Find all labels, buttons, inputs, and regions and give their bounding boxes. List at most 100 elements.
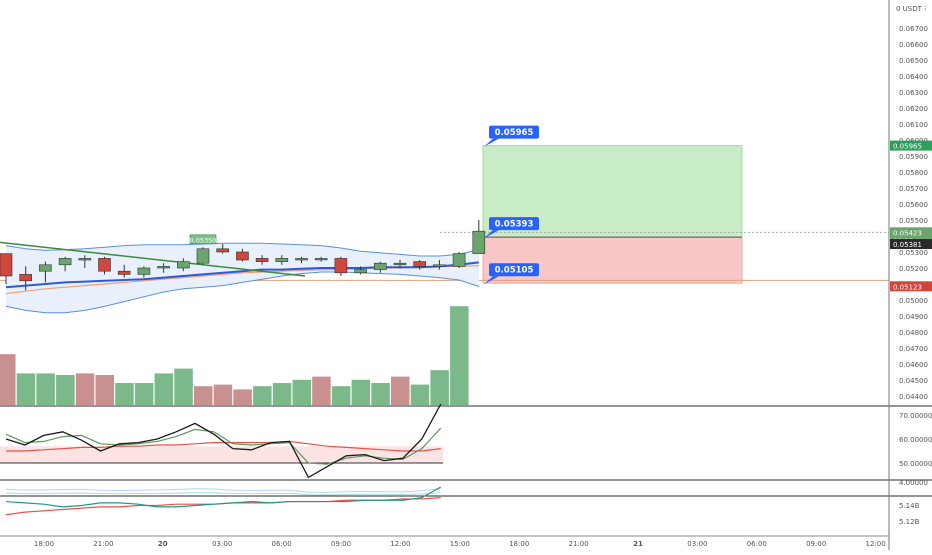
volume-pane bbox=[0, 306, 469, 405]
candle[interactable] bbox=[334, 258, 348, 274]
candle[interactable] bbox=[78, 258, 92, 261]
price-tick-label: 0.05800 bbox=[899, 169, 928, 177]
price-tick-label: 0.04900 bbox=[899, 313, 928, 321]
trendline[interactable] bbox=[0, 241, 306, 277]
volume-bar bbox=[312, 376, 331, 405]
candle[interactable] bbox=[117, 270, 131, 275]
volume-bar bbox=[233, 389, 252, 405]
candle[interactable] bbox=[157, 266, 170, 269]
callout-entry[interactable]: 0.05393 bbox=[495, 220, 534, 230]
time-tick-label: 06:00 bbox=[272, 540, 292, 548]
candle[interactable] bbox=[452, 253, 466, 267]
candle[interactable] bbox=[19, 274, 33, 282]
oscillator-pane[interactable] bbox=[5, 486, 441, 516]
current-price-badge-2-bg bbox=[890, 239, 932, 250]
candle[interactable] bbox=[275, 258, 289, 262]
candle[interactable] bbox=[98, 258, 111, 272]
bollinger-tag-box bbox=[189, 234, 217, 245]
price-tick-label: 0.05700 bbox=[899, 185, 928, 193]
volume-bar bbox=[154, 373, 174, 405]
price-tick-label: 0.06500 bbox=[899, 57, 928, 65]
candle[interactable] bbox=[373, 262, 387, 270]
candle[interactable] bbox=[137, 267, 151, 275]
price-axis[interactable]: 0 USDT ⁝ 0.06700 0.06600 0.06500 0.06400 0.06… bbox=[888, 0, 932, 550]
candle[interactable] bbox=[0, 253, 13, 277]
callout-target-box[interactable] bbox=[489, 125, 539, 139]
current-price-badge-2: 0.05381 bbox=[893, 241, 922, 249]
price-tick-label: 0.05500 bbox=[899, 217, 928, 225]
volume-bar bbox=[272, 383, 292, 405]
candle[interactable] bbox=[216, 248, 229, 253]
time-tick-label: 09:00 bbox=[806, 540, 826, 548]
candle[interactable] bbox=[433, 264, 446, 267]
oscillator-thin-b bbox=[5, 492, 441, 496]
oscillator-tick-label: 4.00000 bbox=[899, 479, 928, 487]
candle[interactable] bbox=[413, 261, 427, 267]
rsi-tick-label: 50.00000 bbox=[899, 460, 932, 468]
callout-stop[interactable]: 0.05105 bbox=[495, 266, 534, 276]
volume-axis-tick-label: 5.14B bbox=[899, 502, 920, 510]
target-price-badge: 0.05965 bbox=[893, 143, 922, 151]
callout-target-pointer bbox=[484, 138, 499, 147]
callout-stop-box[interactable] bbox=[489, 263, 539, 277]
volume-bar bbox=[36, 373, 55, 405]
candle[interactable] bbox=[255, 258, 269, 262]
price-tick-label: 0.06100 bbox=[899, 121, 928, 129]
price-tick-label: 0.04400 bbox=[899, 393, 928, 401]
time-tick-label: 21:00 bbox=[93, 540, 113, 548]
volume-bar bbox=[75, 373, 95, 405]
volume-bar bbox=[430, 370, 449, 405]
oscillator-teal bbox=[5, 486, 441, 508]
bollinger-fill bbox=[6, 243, 479, 313]
current-price-badge: 0.05423 bbox=[893, 229, 922, 237]
volume-bar bbox=[292, 379, 311, 405]
callout-target[interactable]: 0.05965 bbox=[495, 128, 534, 138]
candle[interactable] bbox=[393, 262, 407, 266]
volume-bar bbox=[391, 376, 410, 405]
target-price-badge-bg bbox=[890, 140, 932, 151]
time-tick-label: 21 bbox=[633, 540, 643, 548]
time-tick-label: 20 bbox=[158, 540, 168, 548]
bollinger-tag: 0.05350 bbox=[190, 236, 217, 244]
currency-label: 0 USDT ⁝ bbox=[896, 5, 926, 13]
candle[interactable] bbox=[295, 258, 308, 261]
candle[interactable] bbox=[177, 261, 190, 269]
price-tick-label: 0.05300 bbox=[899, 249, 928, 257]
volume-bar bbox=[331, 386, 351, 405]
candle[interactable] bbox=[354, 269, 367, 274]
rsi-pane[interactable] bbox=[0, 403, 443, 479]
volume-bar bbox=[174, 368, 193, 405]
volume-bar bbox=[134, 383, 154, 405]
callout-entry-box[interactable] bbox=[489, 217, 539, 231]
rsi-line bbox=[5, 403, 442, 479]
candle[interactable] bbox=[236, 251, 249, 261]
volume-bar bbox=[194, 386, 213, 405]
price-tick-label: 0.04600 bbox=[899, 361, 928, 369]
time-tick-label: 15:00 bbox=[450, 540, 470, 548]
rsi-tick-label: 70.00000 bbox=[899, 412, 932, 420]
time-axis[interactable]: 18:00 21:00 20 03:00 06:00 09:00 12:00 15:00 18:… bbox=[0, 535, 889, 548]
candle[interactable] bbox=[472, 230, 486, 254]
volume-bar bbox=[56, 375, 75, 405]
rsi-signal-red bbox=[6, 440, 441, 452]
time-tick-label: 03:00 bbox=[687, 540, 707, 548]
price-tick-label: 0.06400 bbox=[899, 73, 928, 81]
stop-zone[interactable] bbox=[482, 236, 743, 284]
candle[interactable] bbox=[58, 258, 72, 266]
callout-entry-pointer bbox=[484, 230, 499, 239]
volume-bar bbox=[115, 383, 134, 405]
candle[interactable] bbox=[314, 258, 328, 261]
time-tick-label: 09:00 bbox=[331, 540, 351, 548]
candle[interactable] bbox=[39, 264, 52, 272]
candle[interactable] bbox=[196, 248, 210, 264]
volume-bar bbox=[450, 306, 469, 405]
price-tick-label: 0.05900 bbox=[899, 153, 928, 161]
volume-bar bbox=[95, 375, 114, 405]
price-tick-label: 0.06600 bbox=[899, 41, 928, 49]
price-tick-label: 0.06700 bbox=[899, 25, 928, 33]
current-price-badge-bg bbox=[890, 227, 932, 238]
